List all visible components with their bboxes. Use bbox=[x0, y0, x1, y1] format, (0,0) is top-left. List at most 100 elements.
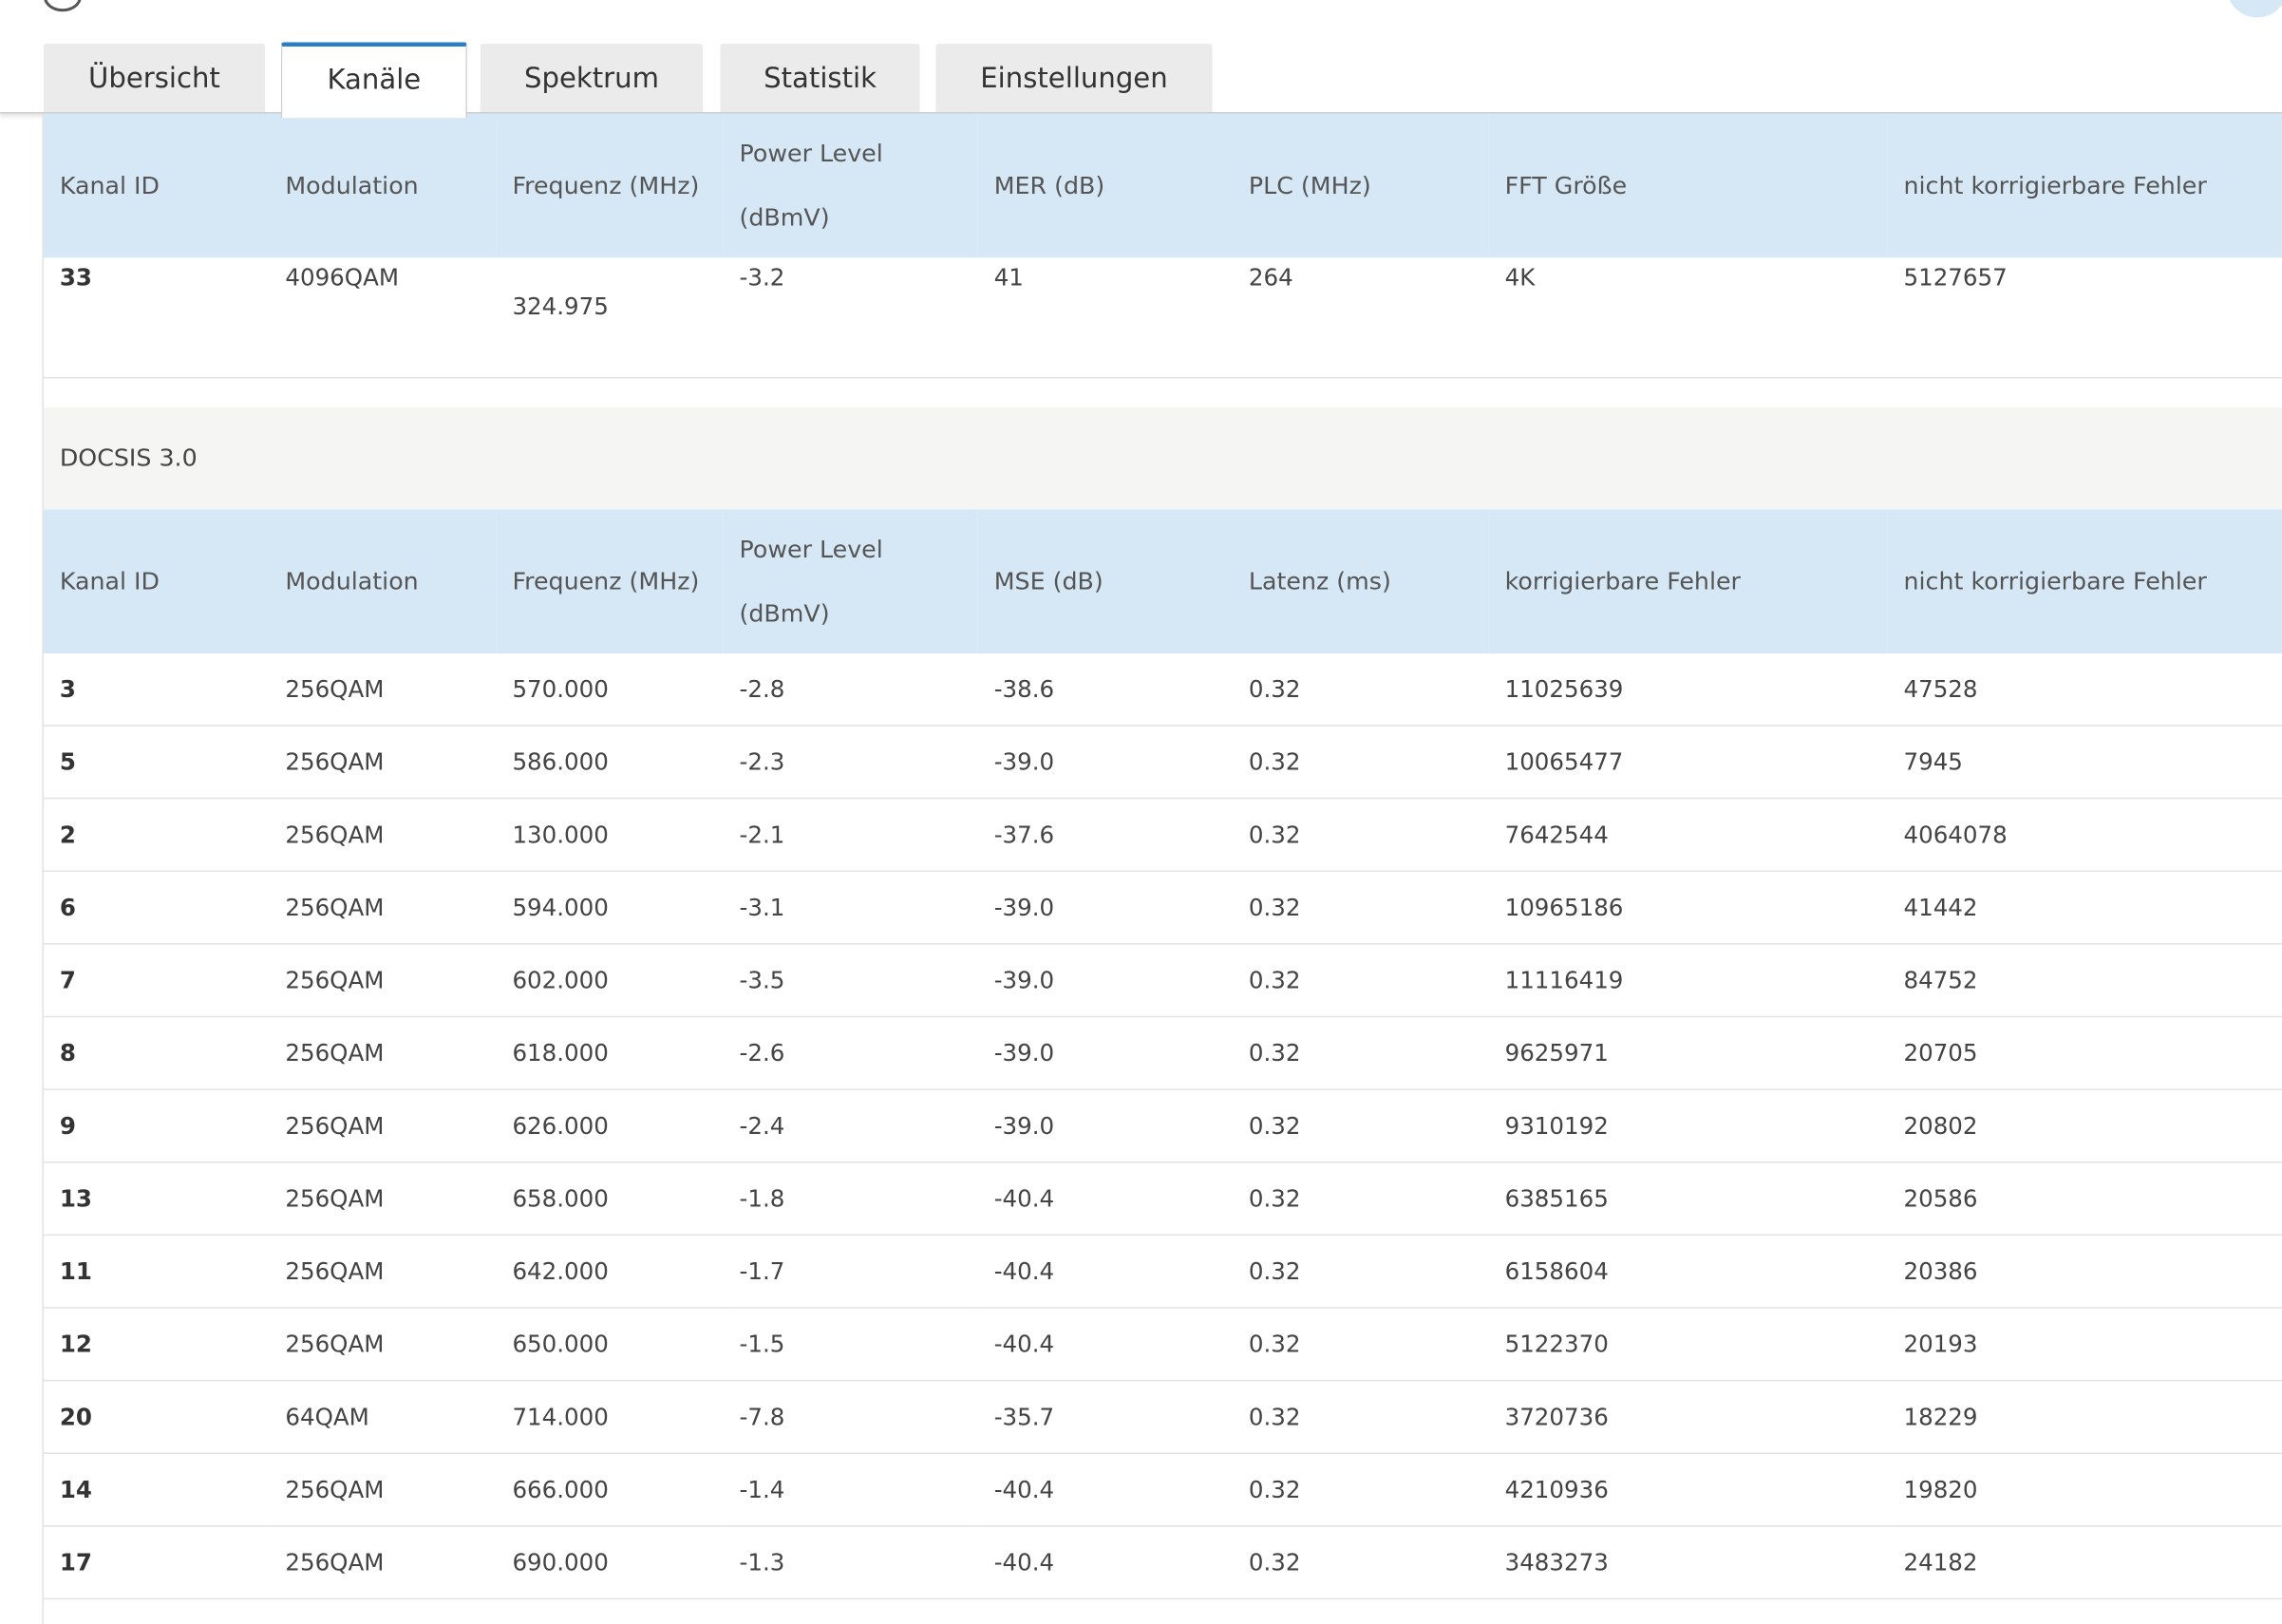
column-header: Frequenz (MHz) bbox=[496, 509, 724, 654]
table-cell: 7945 bbox=[1887, 725, 2282, 800]
table-row: 9 256QAM 626.000 -2.4 -39.0 0.32 9310192 20802 bbox=[43, 1089, 2282, 1163]
table-cell: 256QAM bbox=[269, 1307, 497, 1382]
table-cell: 0.32 bbox=[1233, 1161, 1489, 1237]
table-cell: -38.6 bbox=[977, 653, 1234, 727]
table-cell: -2.3 bbox=[723, 725, 978, 800]
tab[interactable]: Statistik bbox=[720, 43, 920, 113]
column-header: MSE (dB) bbox=[977, 509, 1234, 654]
table-cell: 714.000 bbox=[496, 1380, 724, 1454]
column-header: MER (dB) bbox=[977, 113, 1234, 258]
table-row: 20 64QAM 714.000 -7.8 -35.7 0.32 3720736 18229 bbox=[43, 1380, 2282, 1454]
table-cell: 14 bbox=[43, 1453, 270, 1527]
table-cell: -40.4 bbox=[977, 1453, 1234, 1527]
table-cell: -40.4 bbox=[977, 1525, 1234, 1600]
tab[interactable]: Kanäle bbox=[280, 42, 467, 119]
table-cell: -0.8 bbox=[723, 1598, 978, 1624]
table-cell: 570.000 bbox=[496, 653, 724, 727]
table-cell: 7642544 bbox=[1488, 798, 1888, 872]
tab[interactable]: Übersicht bbox=[43, 43, 265, 113]
table-cell: 256QAM bbox=[269, 1525, 497, 1600]
docsis31-table: Kanal ID Modulation Frequenz (MHz) Power Le… bbox=[43, 113, 2282, 379]
table-cell: 658.000 bbox=[496, 1161, 724, 1237]
table-cell: 256QAM bbox=[269, 798, 497, 872]
table-cell: 13 bbox=[43, 1161, 270, 1237]
table-cell: 24182 bbox=[1887, 1525, 2282, 1600]
table-cell: 41442 bbox=[1887, 871, 2282, 945]
table-cell: 0.32 bbox=[1233, 1235, 1489, 1309]
table-cell: 3 bbox=[43, 653, 270, 727]
table-row: 17 256QAM 690.000 -1.3 -40.4 0.32 3483273 24182 bbox=[43, 1525, 2282, 1600]
table-row: 12 256QAM 650.000 -1.5 -40.4 0.32 5122370 20193 bbox=[43, 1307, 2282, 1382]
table-cell: 6158604 bbox=[1488, 1235, 1888, 1309]
table-cell: 650.000 bbox=[496, 1307, 724, 1382]
table-cell: 6385165 bbox=[1488, 1161, 1888, 1237]
column-header: Kanal ID bbox=[43, 509, 270, 654]
table-cell: 3483273 bbox=[1488, 1525, 1888, 1600]
table-cell: 41 bbox=[977, 257, 1234, 379]
header-row: Kanal ID Modulation Frequenz (MHz) Power Le… bbox=[43, 113, 2282, 258]
table-cell: -2.4 bbox=[723, 1089, 978, 1163]
table-cell: -2.8 bbox=[723, 653, 978, 727]
table-cell: 10965186 bbox=[1488, 871, 1888, 945]
table-cell: 602.000 bbox=[496, 943, 724, 1018]
table-cell: -40.4 bbox=[977, 1235, 1234, 1309]
table-cell: -37.6 bbox=[977, 798, 1234, 872]
table-cell: 3720736 bbox=[1488, 1380, 1888, 1454]
table-cell: 5127657 bbox=[1887, 257, 2282, 379]
column-header: Power Level (dBmV) bbox=[723, 509, 978, 654]
table-cell: -40.4 bbox=[977, 1307, 1234, 1382]
table-cell: 0.32 bbox=[1233, 871, 1489, 945]
table-cell: 594.000 bbox=[496, 871, 724, 945]
tab[interactable]: Spektrum bbox=[480, 43, 704, 113]
table-cell: 674.000 bbox=[496, 1598, 724, 1624]
table-cell: 6 bbox=[43, 871, 270, 945]
table-cell: 15 bbox=[43, 1598, 270, 1624]
table-cell: 19097 bbox=[1887, 1598, 2282, 1624]
table-cell: -39.0 bbox=[977, 871, 1234, 945]
table-cell: 618.000 bbox=[496, 1016, 724, 1090]
table-cell: 130.000 bbox=[496, 798, 724, 872]
table-cell: 256QAM bbox=[269, 653, 497, 727]
table-cell: 324.975 bbox=[496, 257, 724, 379]
table-cell: 4210936 bbox=[1488, 1453, 1888, 1527]
table-cell: 64QAM bbox=[269, 1380, 497, 1454]
table-cell: -39.0 bbox=[977, 725, 1234, 800]
table-cell: 2793317 bbox=[1488, 1598, 1888, 1624]
content: Kanal ID Modulation Frequenz (MHz) Power Le… bbox=[42, 113, 2282, 1624]
table-cell: 20193 bbox=[1887, 1307, 2282, 1382]
table-cell: 0.32 bbox=[1233, 1453, 1489, 1527]
table-row: 15256QAM674.000-0.8-40.90.32279331719097 bbox=[43, 1598, 2282, 1624]
table-cell: -1.8 bbox=[723, 1161, 978, 1237]
table-cell: 0.32 bbox=[1233, 1307, 1489, 1382]
table-cell: 5122370 bbox=[1488, 1307, 1888, 1382]
table-cell: 9 bbox=[43, 1089, 270, 1163]
tab[interactable]: Einstellungen bbox=[935, 43, 1213, 113]
table-cell: -1.5 bbox=[723, 1307, 978, 1382]
table-cell: 12 bbox=[43, 1307, 270, 1382]
table-cell: 256QAM bbox=[269, 1089, 497, 1163]
table-cell: 18229 bbox=[1887, 1380, 2282, 1454]
table-cell: 0.32 bbox=[1233, 725, 1489, 800]
table-cell: 0.32 bbox=[1233, 1598, 1489, 1624]
header-row: Kanal ID Modulation Frequenz (MHz) Power Le… bbox=[43, 509, 2282, 654]
table-cell: 11116419 bbox=[1488, 943, 1888, 1018]
table-cell: -39.0 bbox=[977, 1016, 1234, 1090]
table-cell: -1.4 bbox=[723, 1453, 978, 1527]
table-cell: 0.32 bbox=[1233, 1016, 1489, 1090]
table-cell: 4096QAM bbox=[269, 257, 497, 379]
table-cell: -2.1 bbox=[723, 798, 978, 872]
table-row: 7 256QAM 602.000 -3.5 -39.0 0.32 11116419 84752 bbox=[43, 943, 2282, 1018]
table-row: 8 256QAM 618.000 -2.6 -39.0 0.32 9625971 20705 bbox=[43, 1016, 2282, 1090]
table-cell: 19820 bbox=[1887, 1453, 2282, 1527]
table-cell: 2 bbox=[43, 798, 270, 872]
table-cell: 20586 bbox=[1887, 1161, 2282, 1237]
table-cell: -3.1 bbox=[723, 871, 978, 945]
table-cell: 4064078 bbox=[1887, 798, 2282, 872]
table-cell: 642.000 bbox=[496, 1235, 724, 1309]
table-cell: 8 bbox=[43, 1016, 270, 1090]
table-cell: 626.000 bbox=[496, 1089, 724, 1163]
column-header: Modulation bbox=[269, 509, 497, 654]
table-cell: 256QAM bbox=[269, 943, 497, 1018]
